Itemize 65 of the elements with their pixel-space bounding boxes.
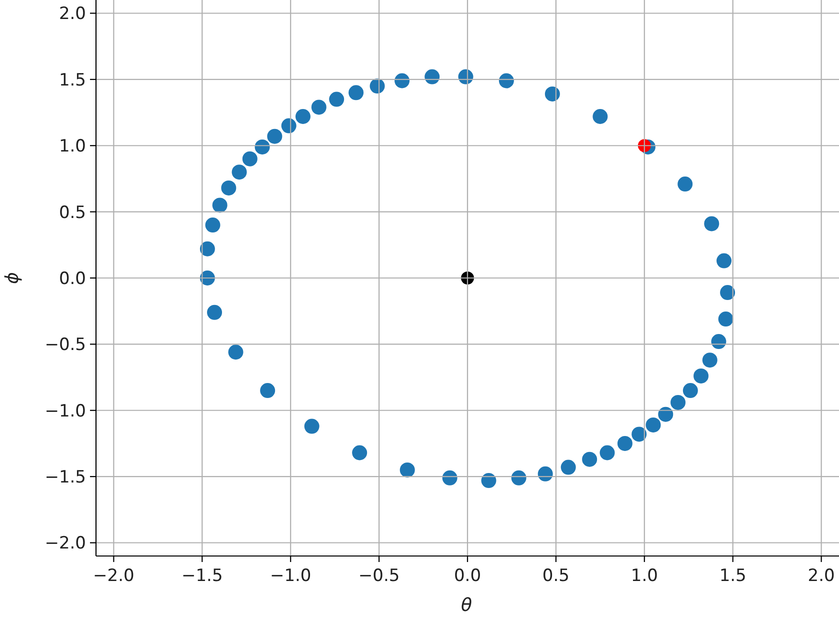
point	[232, 164, 247, 180]
point	[242, 151, 258, 166]
point	[200, 241, 215, 256]
point	[538, 466, 553, 482]
point	[560, 460, 576, 475]
point	[394, 73, 410, 88]
point	[704, 216, 720, 232]
point	[260, 383, 276, 398]
point	[228, 344, 244, 360]
point	[442, 470, 458, 486]
point	[600, 445, 615, 460]
y-tick-label: 2.0	[58, 4, 86, 24]
point	[254, 139, 270, 154]
x-tick-label: 0.5	[542, 566, 570, 586]
y-axis-title: ϕ	[2, 272, 23, 284]
point	[511, 470, 526, 486]
point	[295, 108, 310, 124]
point	[207, 304, 222, 320]
point	[617, 436, 632, 451]
point	[658, 406, 674, 422]
point	[304, 418, 320, 434]
point	[682, 383, 698, 398]
point	[646, 417, 661, 432]
point	[716, 253, 732, 268]
point	[311, 100, 326, 115]
point	[694, 368, 709, 384]
y-tick-label: −1.5	[44, 468, 86, 488]
point	[221, 180, 236, 196]
y-tick-label: −2.0	[44, 534, 86, 554]
point	[329, 92, 344, 107]
point	[498, 73, 514, 88]
y-tick-label: 0.5	[58, 202, 86, 223]
point	[205, 218, 220, 233]
point	[352, 445, 368, 460]
y-tick-label: 0.0	[58, 268, 86, 289]
point	[670, 394, 686, 410]
point	[212, 198, 228, 213]
x-tick-label: −1.0	[270, 566, 312, 586]
point	[424, 69, 440, 84]
x-tick-label: −1.5	[182, 566, 223, 586]
y-tick-label: −0.5	[44, 335, 86, 356]
y-tick-label: 1.5	[58, 70, 86, 90]
point	[267, 128, 282, 144]
x-tick-label: −2.0	[93, 566, 134, 586]
point	[348, 85, 364, 100]
point	[400, 462, 415, 478]
y-tick-label: −1.0	[44, 401, 86, 422]
point	[632, 426, 647, 442]
x-tick-label: 2.0	[808, 566, 835, 586]
point	[281, 118, 296, 134]
x-tick-label: 1.5	[719, 566, 746, 586]
x-tick-label: −0.5	[358, 566, 400, 586]
point	[582, 452, 598, 467]
x-tick-label: 1.0	[630, 566, 658, 586]
point	[592, 108, 608, 124]
point	[544, 86, 560, 102]
point	[481, 473, 496, 488]
point	[720, 285, 736, 300]
x-axis-title: θ	[460, 595, 472, 616]
point	[711, 334, 726, 350]
point	[702, 352, 718, 368]
point	[718, 312, 734, 327]
point	[678, 176, 693, 192]
y-tick-label: 1.0	[58, 136, 86, 157]
x-tick-label: 0.0	[454, 566, 482, 586]
